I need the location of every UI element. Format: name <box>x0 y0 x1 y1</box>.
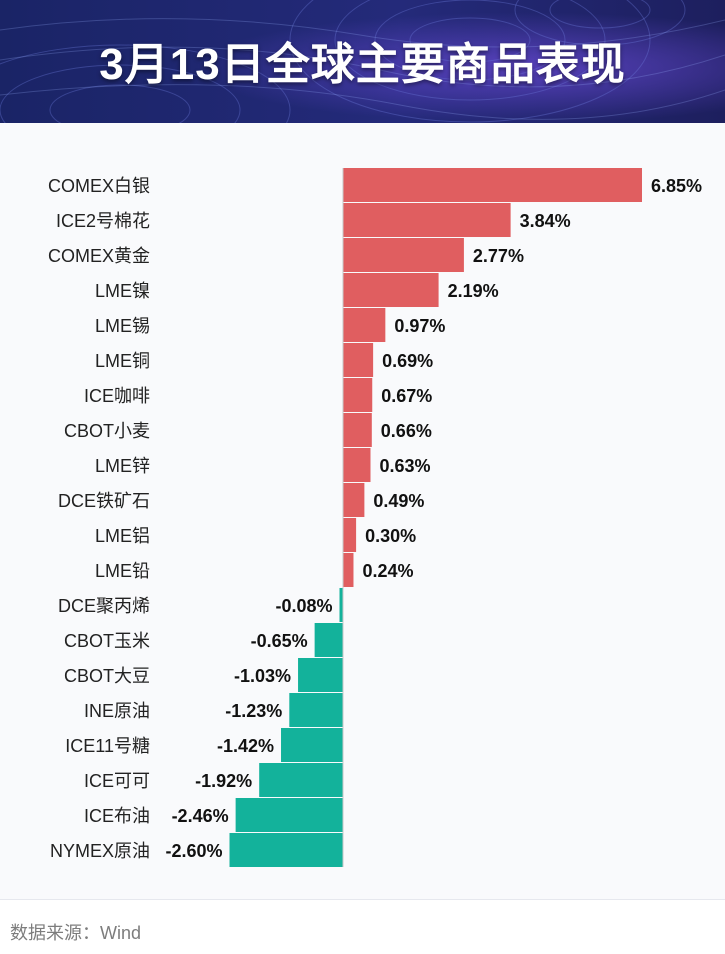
bar <box>229 833 343 867</box>
bar <box>343 203 511 237</box>
data-label: 0.97% <box>394 316 445 336</box>
category-label: CBOT玉米 <box>64 631 150 651</box>
data-label: -0.08% <box>275 596 332 616</box>
data-label: 0.63% <box>379 456 430 476</box>
bar <box>343 238 464 272</box>
data-label: -2.46% <box>172 806 229 826</box>
data-label: 0.24% <box>362 561 413 581</box>
category-label: LME锡 <box>95 316 150 336</box>
bar <box>343 413 372 447</box>
data-label: -1.23% <box>225 701 282 721</box>
source-note: 数据来源：Wind <box>10 923 142 943</box>
category-label: ICE可可 <box>84 771 150 791</box>
data-label: 0.49% <box>373 491 424 511</box>
bar-chart: 6.85% COMEX白银 3.84% ICE2号棉花 2.77% COMEX黄金 2.19… <box>48 168 702 867</box>
category-label: ICE2号棉花 <box>56 211 150 231</box>
bar <box>298 658 343 692</box>
category-label: ICE布油 <box>84 806 150 826</box>
bar <box>289 693 343 727</box>
category-label: ICE11号糖 <box>65 736 150 756</box>
bar <box>314 623 343 657</box>
bar <box>343 483 365 517</box>
data-label: -1.03% <box>234 666 291 686</box>
data-label: -2.60% <box>165 841 222 861</box>
category-label: CBOT小麦 <box>64 421 150 441</box>
bar <box>343 378 373 412</box>
data-label: 0.30% <box>365 526 416 546</box>
data-label: -1.92% <box>195 771 252 791</box>
data-label: 2.77% <box>473 246 524 266</box>
data-label: -0.65% <box>251 631 308 651</box>
chart-panel: 6.85% COMEX白银 3.84% ICE2号棉花 2.77% COMEX黄金 2.19… <box>0 123 725 900</box>
category-label: LME铝 <box>95 526 150 546</box>
data-label: 0.67% <box>381 386 432 406</box>
category-label: DCE铁矿石 <box>58 491 150 511</box>
category-label: LME铜 <box>95 351 150 371</box>
bar <box>339 588 343 622</box>
data-label: 3.84% <box>520 211 571 231</box>
banner-background <box>0 0 725 123</box>
data-label: 0.69% <box>382 351 433 371</box>
bar <box>259 763 343 797</box>
data-label: -1.42% <box>217 736 274 756</box>
data-label: 2.19% <box>448 281 499 301</box>
category-label: INE原油 <box>84 701 150 721</box>
data-label: 0.66% <box>381 421 432 441</box>
category-label: COMEX黄金 <box>48 246 150 266</box>
category-label: LME锌 <box>95 456 150 476</box>
category-label: COMEX白银 <box>48 176 150 196</box>
bar <box>343 448 371 482</box>
bar <box>343 308 386 342</box>
bar <box>281 728 343 762</box>
bar <box>343 553 354 587</box>
bar <box>343 168 642 202</box>
bar <box>343 518 357 552</box>
header-banner: 3月13日全球主要商品表现 <box>0 0 725 123</box>
page-title: 3月13日全球主要商品表现 <box>99 40 626 89</box>
category-label: LME镍 <box>95 281 150 301</box>
bar <box>343 273 439 307</box>
category-label: CBOT大豆 <box>64 666 150 686</box>
category-label: LME铅 <box>95 561 150 581</box>
bar <box>235 798 343 832</box>
category-label: ICE咖啡 <box>84 386 150 406</box>
category-label: NYMEX原油 <box>50 841 150 861</box>
data-label: 6.85% <box>651 176 702 196</box>
bar <box>343 343 374 377</box>
category-label: DCE聚丙烯 <box>58 596 150 616</box>
